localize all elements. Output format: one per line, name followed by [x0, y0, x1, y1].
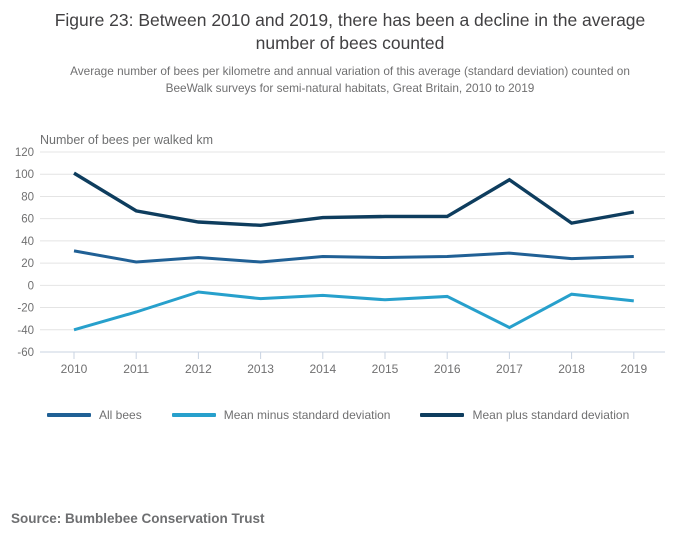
x-tick-label: 2012 [185, 362, 212, 376]
figure-title: Figure 23: Between 2010 and 2019, there … [54, 10, 646, 54]
legend-item-mean-minus-sd: Mean minus standard deviation [171, 408, 391, 422]
source-note: Source: Bumblebee Conservation Trust [11, 511, 265, 526]
legend-swatch-all-bees [47, 413, 91, 417]
legend-label-all-bees: All bees [99, 408, 142, 422]
y-tick-label: -60 [17, 347, 34, 359]
legend-label-mean-minus-sd: Mean minus standard deviation [223, 408, 391, 422]
y-axis-title: Number of bees per walked km [40, 133, 213, 147]
legend-swatch-mean-minus-sd [171, 413, 216, 417]
x-tick-label: 2018 [558, 362, 585, 376]
y-tick-label: 120 [15, 147, 34, 159]
y-tick-label: 80 [21, 191, 34, 203]
x-tick-label: 2017 [496, 362, 523, 376]
legend-item-mean-plus-sd: Mean plus standard deviation [420, 408, 629, 422]
series-line-mean-plus-standard-deviation [73, 171, 635, 228]
legend-label-mean-plus-sd: Mean plus standard deviation [472, 408, 630, 422]
x-tick-label: 2013 [247, 362, 274, 376]
legend-item-all-bees: All bees [47, 408, 142, 422]
x-tick-label: 2016 [434, 362, 461, 376]
y-tick-label: 0 [28, 280, 34, 292]
y-tick-label: 60 [21, 214, 34, 226]
y-tick-label: -40 [17, 325, 34, 337]
figure-subtitle: Average number of bees per kilometre and… [70, 63, 630, 95]
chart-legend: All bees Mean minus standard deviation M… [47, 408, 629, 422]
y-tick-label: -20 [17, 303, 34, 315]
x-tick-label: 2010 [61, 362, 88, 376]
x-tick-label: 2019 [620, 362, 647, 376]
y-axis-tick-labels: 120 100 80 60 40 20 0 -20 -40 -60 [15, 147, 34, 359]
x-tick-label: 2015 [372, 362, 399, 376]
legend-swatch-mean-plus-sd [420, 413, 465, 417]
bees-line-chart: Number of bees per walked km 120 100 80 60 40… [15, 133, 665, 376]
gridlines [40, 151, 665, 331]
x-axis: 2010 2011 2012 2013 2014 2015 2016 2017 2018 2019 [40, 351, 665, 376]
y-tick-label: 100 [15, 169, 34, 181]
y-tick-label: 20 [21, 258, 34, 270]
x-tick-label: 2011 [123, 362, 149, 376]
y-tick-label: 40 [21, 236, 34, 248]
series-line-all-bees [73, 249, 634, 264]
x-tick-label: 2014 [309, 362, 336, 376]
series-line-mean-minus-standard-deviation [73, 290, 634, 332]
